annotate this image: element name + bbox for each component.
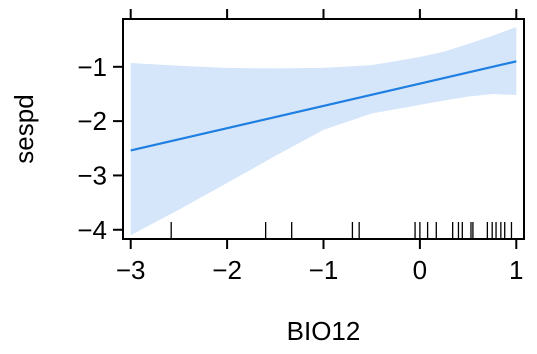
confidence-band: [130, 27, 517, 236]
y-axis-title: sespd: [9, 94, 39, 163]
x-axis-title: BIO12: [287, 316, 361, 346]
fit-line-layer: [130, 60, 517, 152]
rug-layer: [170, 222, 513, 239]
y-tick-label-3: −1: [77, 52, 107, 82]
confidence-band-layer: [130, 27, 517, 236]
x-tick-label-3: 0: [413, 255, 427, 285]
x-axis: −3 −2 −1 0 1: [116, 9, 524, 285]
y-axis: −4 −3 −2 −1: [77, 52, 123, 245]
fit-line-0: [130, 60, 517, 152]
y-tick-label-1: −3: [77, 160, 107, 190]
x-tick-label-1: −2: [212, 255, 242, 285]
x-tick-label-4: 1: [509, 255, 523, 285]
x-tick-label-2: −1: [309, 255, 339, 285]
x-tick-label-0: −3: [116, 255, 146, 285]
y-tick-label-0: −4: [77, 215, 107, 245]
y-tick-label-2: −2: [77, 106, 107, 136]
